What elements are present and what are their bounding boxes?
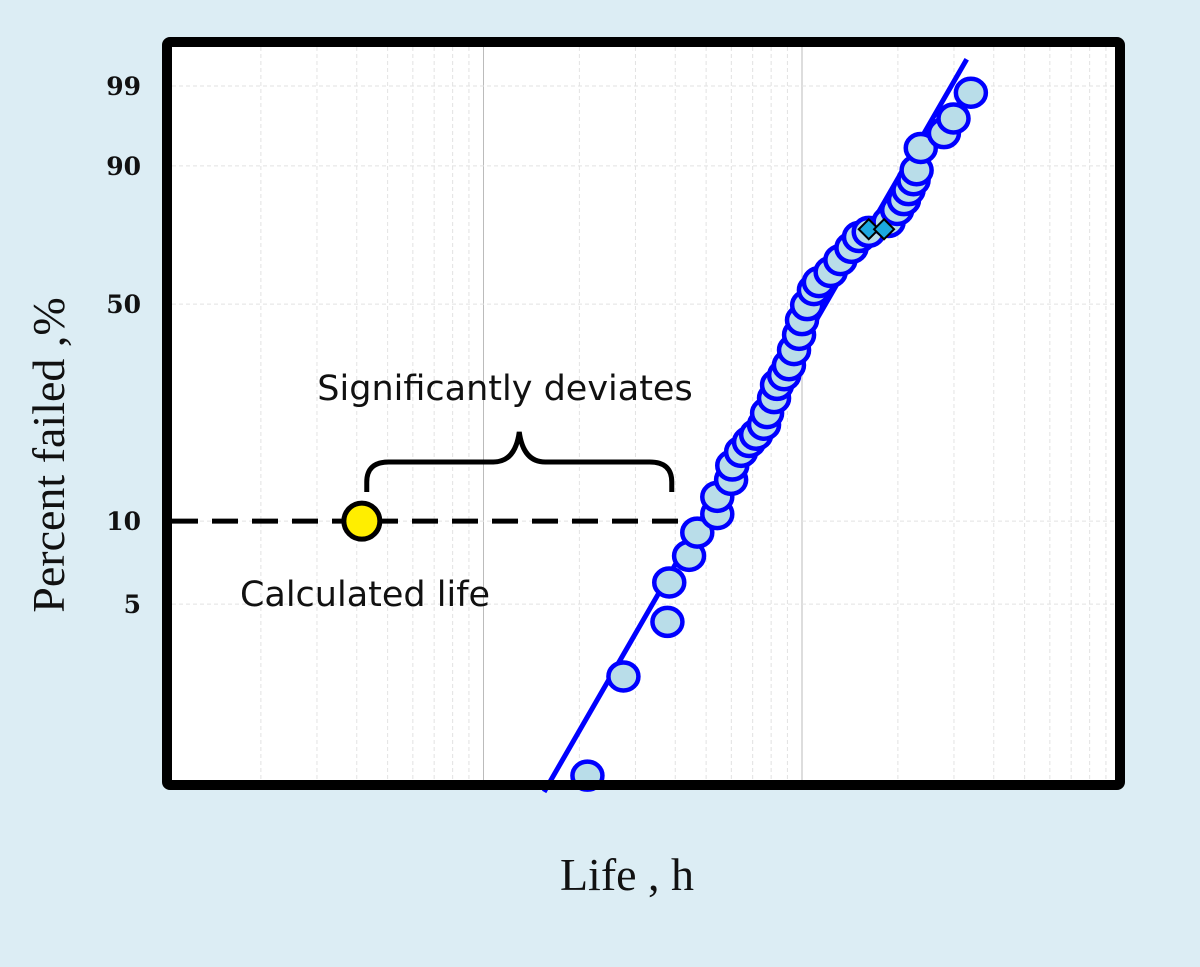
y-tick-label: 50 xyxy=(106,290,141,319)
annotation-calculated-life: Calculated life xyxy=(240,575,490,615)
annotation-significantly-deviates: Significantly deviates xyxy=(317,369,692,409)
y-tick-labels: 99 90 50 10 5 xyxy=(106,72,141,619)
data-point xyxy=(651,566,687,599)
plot-area xyxy=(167,42,1120,785)
y-axis-title: Percent failed ,% xyxy=(23,297,74,612)
curly-brace xyxy=(364,431,675,492)
y-tick-label: 99 xyxy=(106,72,141,101)
y-tick-label: 90 xyxy=(106,152,141,181)
grid xyxy=(172,47,1114,780)
x-axis-title: Life , h xyxy=(560,849,694,900)
points-layer xyxy=(341,76,989,792)
data-point xyxy=(680,516,715,549)
data-point xyxy=(650,605,685,639)
y-tick-label: 10 xyxy=(106,507,141,536)
y-tick-label: 5 xyxy=(124,590,141,619)
data-point xyxy=(606,660,641,693)
calculated-life-point xyxy=(341,500,383,542)
reference-layer xyxy=(172,431,717,524)
data-point xyxy=(903,131,939,165)
plot-frame xyxy=(162,37,1125,790)
data-point-diamond xyxy=(857,217,881,241)
data-point xyxy=(936,102,971,135)
data-point xyxy=(953,76,989,110)
data-point-diamond xyxy=(872,217,896,241)
